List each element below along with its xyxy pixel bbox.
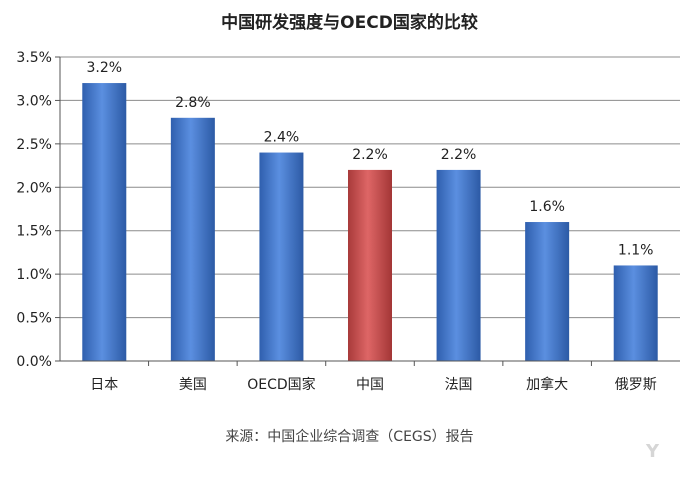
data-label: 1.6% [529, 199, 565, 215]
bar-5 [436, 169, 481, 361]
data-label: 2.4% [264, 130, 300, 146]
data-labels: 3.2% 2.8% 2.4% 2.2% 2.2% 1.6% 1.1% [86, 60, 653, 258]
data-label: 1.1% [618, 242, 654, 258]
x-tick-label: 中国 [356, 377, 384, 393]
y-axis: 0.0% 0.5% 1.0% 1.5% 2.0% 2.5% 3.0% 3.5% [16, 50, 61, 370]
bar-1 [82, 83, 127, 362]
y-tick-label: 0.5% [16, 311, 52, 327]
x-axis: 日本 美国 OECD国家 中国 法国 加拿大 俄罗斯 [60, 360, 680, 393]
y-tick-label: 3.0% [16, 93, 52, 109]
x-tick-label: OECD国家 [247, 376, 315, 393]
y-tick-label: 0.0% [16, 354, 52, 370]
data-label: 3.2% [86, 60, 122, 76]
y-tick-label: 2.5% [16, 137, 52, 153]
y-tick-label: 1.0% [16, 267, 52, 283]
source-note: 来源：中国企业综合调查（CEGS）报告 [225, 429, 474, 445]
watermark-logo: Y [646, 441, 660, 462]
x-tick-label: 法国 [445, 377, 473, 393]
bar-4 [348, 169, 392, 361]
x-tick-label: 美国 [179, 377, 207, 393]
bar-7 [613, 265, 658, 361]
y-tick-label: 2.0% [16, 180, 52, 196]
bars [82, 83, 658, 362]
bar-3 [259, 152, 304, 361]
x-tick-label: 加拿大 [526, 376, 568, 393]
x-tick-label: 日本 [90, 377, 118, 393]
bar-6 [525, 222, 570, 361]
y-tick-label: 3.5% [16, 50, 52, 66]
x-tick-label: 俄罗斯 [615, 377, 657, 393]
chart-title: 中国研发强度与OECD国家的比较 [221, 13, 478, 33]
data-label: 2.8% [175, 95, 211, 111]
y-tick-label: 1.5% [16, 224, 52, 240]
data-label: 2.2% [352, 147, 388, 163]
data-label: 2.2% [441, 147, 477, 163]
bar-2 [170, 117, 215, 361]
